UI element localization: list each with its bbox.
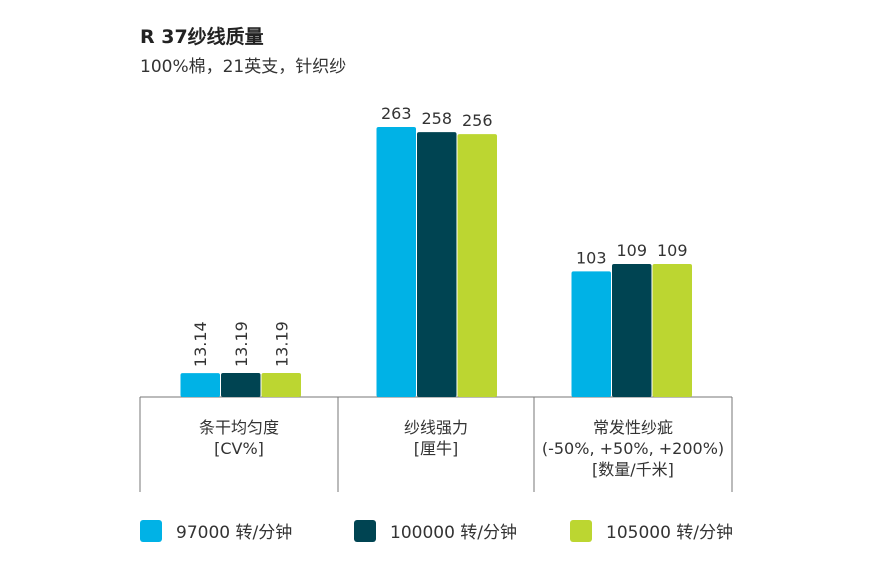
category-label: 常发性纱疵 <box>593 418 673 437</box>
bar-value-label: 13.19 <box>232 321 251 367</box>
bar <box>221 373 261 397</box>
bar-value-label: 13.14 <box>191 321 210 367</box>
chart-subtitle: 100%棉，21英支，针织纱 <box>140 57 347 77</box>
legend-item: 100000 转/分钟 <box>354 518 517 543</box>
legend-swatch <box>354 519 376 542</box>
legend-item: 105000 转/分钟 <box>570 518 733 543</box>
legend-swatch <box>140 519 162 542</box>
category-label: [厘牛] <box>414 439 459 458</box>
legend-label: 97000 转/分钟 <box>176 523 293 543</box>
legend-item: 97000 转/分钟 <box>140 518 292 543</box>
legend-label: 105000 转/分钟 <box>606 523 734 543</box>
category-label: (-50%, +50%, +200%) <box>542 439 724 458</box>
bar <box>612 264 652 397</box>
bar-chart: 13.14 13.19 13.19 条干均匀度 [CV%] 263 258 256 纱线强力 [厘… <box>139 104 733 492</box>
bar <box>376 127 416 397</box>
bar-value-label: 109 <box>657 241 688 260</box>
category-label: [数量/千米] <box>592 460 674 479</box>
bar <box>457 134 497 397</box>
bar <box>180 373 220 397</box>
category-label: [CV%] <box>214 439 264 458</box>
bar-value-label: 258 <box>421 109 452 128</box>
legend-swatch <box>570 519 592 542</box>
legend-label: 100000 转/分钟 <box>390 523 518 543</box>
chart-title: R 37纱线质量 <box>140 26 264 48</box>
bar-value-label: 256 <box>462 111 493 130</box>
category-label: 纱线强力 <box>404 418 468 437</box>
bar-value-label: 103 <box>576 248 607 267</box>
bar <box>571 271 611 397</box>
bar-value-label: 109 <box>616 241 647 260</box>
bar <box>417 132 457 397</box>
category-label: 条干均匀度 <box>199 418 279 437</box>
bar-value-label: 263 <box>381 104 412 123</box>
bar <box>652 264 692 397</box>
bar <box>261 373 301 397</box>
bar-value-label: 13.19 <box>272 321 291 367</box>
